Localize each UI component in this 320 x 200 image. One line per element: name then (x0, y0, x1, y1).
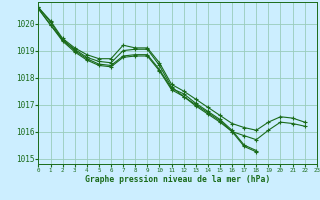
X-axis label: Graphe pression niveau de la mer (hPa): Graphe pression niveau de la mer (hPa) (85, 175, 270, 184)
